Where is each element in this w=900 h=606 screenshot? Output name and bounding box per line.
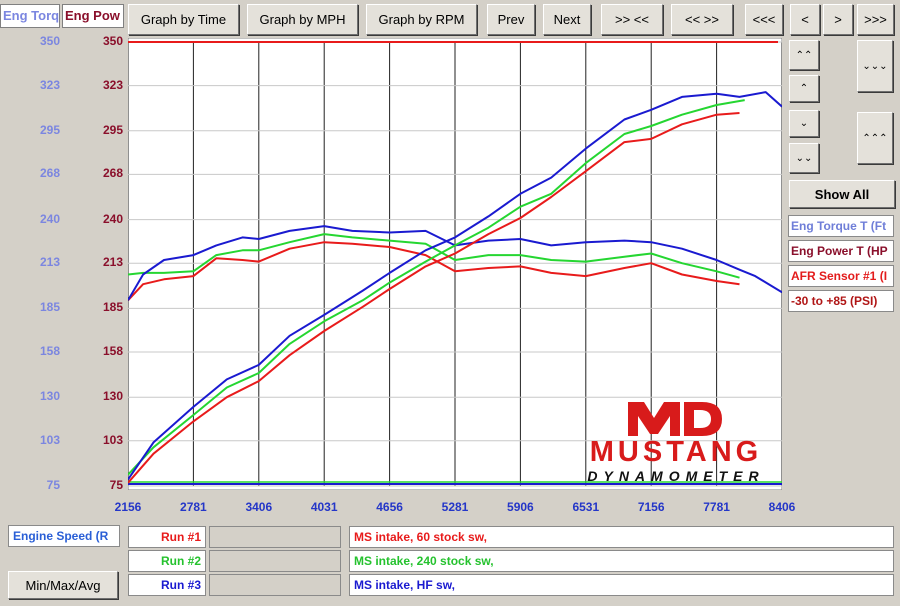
run2-label: Run #2 [128, 550, 206, 572]
run3-value [209, 574, 341, 596]
prev-button[interactable]: Prev [487, 4, 535, 35]
x-tick-label: 4656 [376, 500, 403, 514]
y-left-tick-label: 185 [39, 300, 60, 315]
y-left-tick-label: 103 [39, 432, 60, 447]
series-line-torque-3 [128, 225, 782, 301]
run2-value [209, 550, 341, 572]
y-left-tick-label: 295 [39, 122, 60, 137]
first-button[interactable]: <<< [745, 4, 783, 35]
zoom-out-button[interactable]: << >> [671, 4, 733, 35]
mustang-logo: MUSTANG DYNAMOMETER [566, 398, 786, 488]
x-tick-label: 3406 [245, 500, 273, 514]
min-max-avg-button[interactable]: Min/Max/Avg [8, 571, 118, 599]
graph-by-mph-button[interactable]: Graph by MPH [247, 4, 358, 35]
x-tick-label: 2781 [180, 500, 207, 514]
back-button[interactable]: < [790, 4, 820, 35]
legend-eng-power[interactable]: Eng Power T (HP [788, 240, 894, 262]
series-line-power-3 [128, 91, 782, 481]
chevron-down-icon: ⌄ [799, 118, 809, 129]
scroll-down-fast-button[interactable]: ⌄⌄ [789, 143, 819, 173]
y-right-tick-label: 213 [102, 255, 123, 270]
series-line-power-2 [128, 99, 745, 476]
zoom-in-button[interactable]: >> << [601, 4, 663, 35]
logo-line2: DYNAMOMETER [587, 468, 765, 484]
y-left-tick-label: 75 [46, 478, 60, 492]
graph-by-time-button[interactable]: Graph by Time [128, 4, 239, 35]
run3-label: Run #3 [128, 574, 206, 596]
y-left-tick-label: 268 [39, 166, 60, 181]
md-logo-mark [628, 402, 722, 436]
run1-label: Run #1 [128, 526, 206, 548]
x-tick-label: 6531 [572, 500, 600, 514]
triple-chevron-up-icon: ⌃⌃⌃ [862, 132, 888, 144]
run2-description: MS intake, 240 stock sw, [349, 550, 894, 572]
y-right-tick-label: 350 [102, 34, 123, 48]
y-left-tick-label: 350 [39, 34, 60, 48]
triple-chevron-down-icon: ⌄⌄⌄ [862, 60, 888, 72]
x-tick-label: 2156 [114, 500, 142, 514]
y-right-tick-label: 103 [102, 432, 123, 447]
y-right-tick-label: 158 [102, 343, 123, 358]
x-channel-field[interactable]: Engine Speed (R [8, 525, 120, 547]
tab-eng-torque[interactable]: Eng Torq [0, 4, 60, 28]
series-line-torque-1 [128, 241, 740, 301]
chevron-up-icon: ⌃ [799, 83, 809, 94]
y-right-tick-label: 268 [102, 166, 123, 181]
logo-line1: MUSTANG [589, 436, 763, 468]
y-axis-right: 350 323 295 268 240 213 185 158 130 103 75 [66, 0, 126, 500]
run3-description: MS intake, HF sw, [349, 574, 894, 596]
expand-down-button[interactable]: ⌄⌄⌄ [857, 40, 893, 92]
x-tick-label: 5281 [441, 500, 469, 514]
expand-up-button[interactable]: ⌃⌃⌃ [857, 112, 893, 164]
y-axis-left: 350 323 295 268 240 213 185 158 130 103 75 [0, 0, 66, 500]
graph-by-rpm-button[interactable]: Graph by RPM [366, 4, 477, 35]
x-tick-label: 8406 [768, 500, 796, 514]
legend-afr-sensor[interactable]: AFR Sensor #1 (I [788, 265, 894, 287]
double-chevron-up-icon: ⌃⌃ [795, 49, 813, 61]
run1-description: MS intake, 60 stock sw, [349, 526, 894, 548]
x-tick-label: 4031 [310, 500, 338, 514]
double-chevron-down-icon: ⌄⌄ [795, 152, 813, 164]
series-line-torque-2 [128, 233, 740, 279]
y-right-tick-label: 295 [102, 122, 123, 137]
forward-button[interactable]: > [823, 4, 853, 35]
scroll-up-button[interactable]: ⌃ [789, 75, 819, 102]
y-right-tick-label: 130 [102, 389, 123, 404]
y-right-tick-label: 240 [102, 211, 123, 226]
legend-eng-torque[interactable]: Eng Torque T (Ft [788, 215, 894, 237]
y-left-tick-label: 130 [39, 389, 60, 404]
tab-eng-power[interactable]: Eng Pow [62, 4, 124, 28]
run1-value [209, 526, 341, 548]
y-left-tick-label: 323 [39, 77, 60, 92]
y-right-tick-label: 185 [102, 300, 123, 315]
scroll-down-button[interactable]: ⌄ [789, 110, 819, 137]
show-all-button[interactable]: Show All [789, 180, 895, 208]
y-left-tick-label: 158 [39, 343, 60, 358]
x-axis: 2156 2781 3406 4031 4656 5281 5906 6531 7156 7781… [100, 500, 820, 518]
y-right-tick-label: 75 [109, 478, 123, 492]
series-line-power-1 [128, 112, 740, 484]
legend-boost[interactable]: -30 to +85 (PSI) [788, 290, 894, 312]
y-right-tick-label: 323 [102, 77, 123, 92]
y-left-tick-label: 240 [39, 211, 60, 226]
x-tick-label: 7781 [703, 500, 730, 514]
y-left-tick-label: 213 [39, 255, 60, 270]
x-tick-label: 5906 [507, 500, 534, 514]
x-tick-label: 7156 [637, 500, 665, 514]
scroll-up-fast-button[interactable]: ⌃⌃ [789, 40, 819, 70]
next-button[interactable]: Next [543, 4, 591, 35]
last-button[interactable]: >>> [857, 4, 894, 35]
